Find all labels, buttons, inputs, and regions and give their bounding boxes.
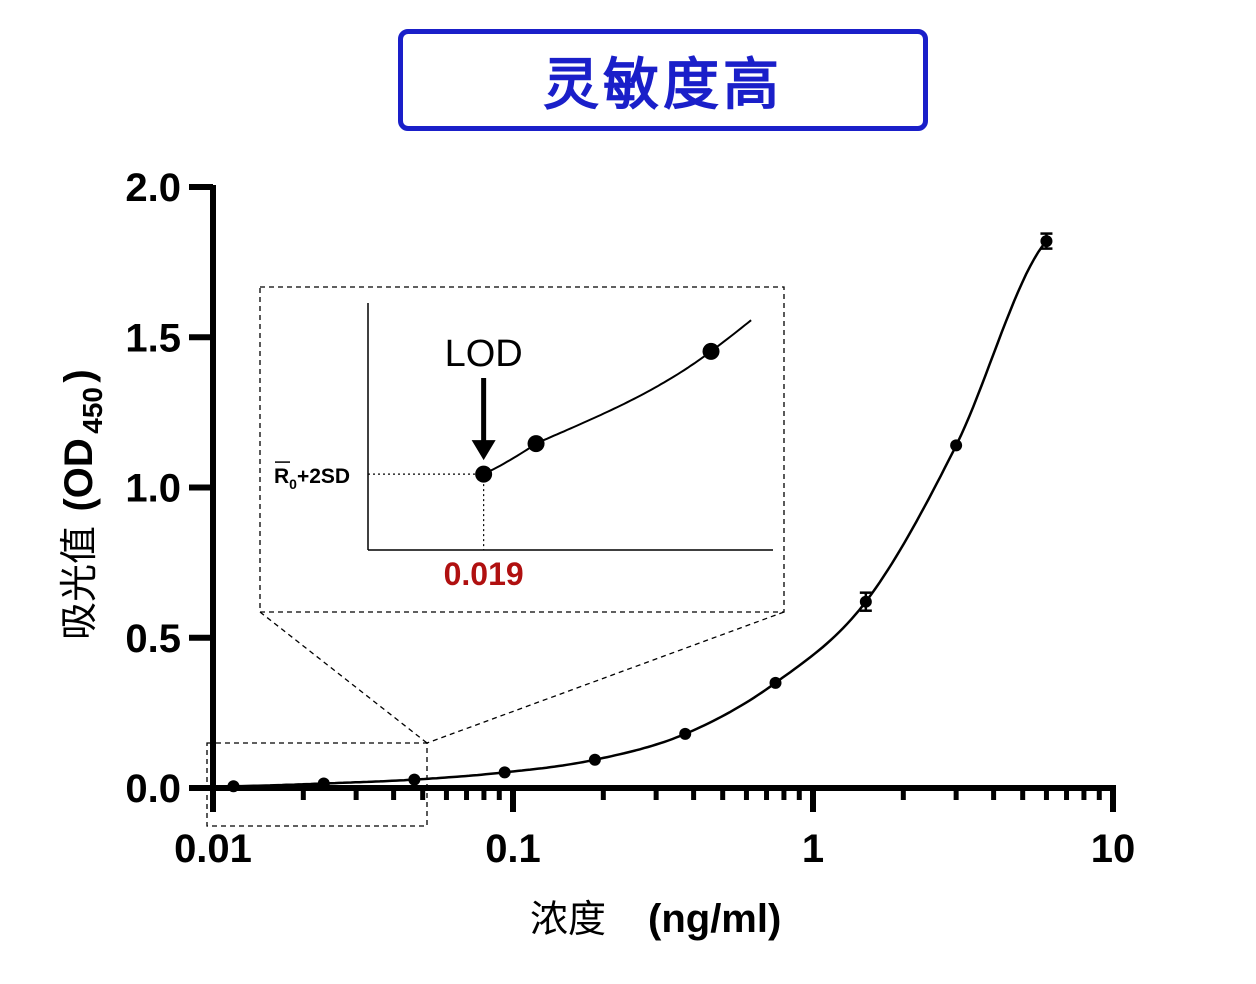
- x-tick-label: 0.01: [174, 827, 252, 871]
- data-point: [950, 439, 963, 452]
- y-axis-title-main: (OD: [57, 438, 101, 511]
- y-tick-label: 1.0: [125, 467, 181, 511]
- x-tick-label: 1: [802, 827, 824, 871]
- data-point: [408, 773, 421, 786]
- lod-label: LOD: [445, 333, 523, 375]
- y-tick-label: 2.0: [125, 166, 181, 210]
- data-point: [679, 727, 692, 740]
- y-tick-label: 0.0: [125, 767, 181, 811]
- title-box: 灵敏度高: [398, 29, 928, 131]
- threshold-label: R0+2SD: [274, 465, 350, 492]
- lod-value: 0.019: [444, 556, 524, 592]
- y-tick-label: 0.5: [125, 617, 181, 661]
- zoom-layer: [206, 286, 785, 827]
- y-axis-title-sub: 450: [77, 387, 108, 434]
- data-point: [227, 780, 240, 793]
- data-point: [498, 766, 511, 779]
- data-point: [769, 676, 782, 689]
- zoom-connector: [259, 611, 428, 744]
- curve-layer: [233, 240, 1048, 788]
- x-axis-title-unit: (ng/ml): [648, 897, 781, 941]
- y-axis-title-cn: 吸光值: [57, 526, 101, 640]
- x-tick-label: 0.1: [485, 827, 541, 871]
- lod-arrow-head: [471, 440, 496, 461]
- inset-point: [702, 342, 720, 360]
- zoom-box: [206, 742, 428, 827]
- fit-curve: [233, 240, 1048, 788]
- data-point: [317, 777, 330, 790]
- svg-text:吸光值 (OD 450: 吸光值 (OD 450 ): [57, 369, 108, 640]
- y-axis-title: 吸光值 (OD 450 ): [57, 369, 108, 640]
- chart-title: 灵敏度高: [543, 52, 783, 118]
- y-axis-title-close: ): [57, 369, 101, 382]
- inset-point: [527, 435, 545, 453]
- inset-layer: LOD 0.019 R0+2SD: [274, 303, 773, 592]
- y-tick-label: 1.5: [125, 316, 181, 360]
- points-layer: [227, 232, 1053, 793]
- data-point: [859, 595, 872, 608]
- ticks: 0.0 0.5 1.0 1.5 2.0 0.01 0.1 1 10: [125, 166, 1135, 871]
- inset-frame: [259, 286, 785, 613]
- data-point: [1040, 235, 1053, 248]
- x-tick-label: 10: [1091, 827, 1136, 871]
- x-axis-title-cn: 浓度: [530, 897, 606, 941]
- data-point: [588, 753, 601, 766]
- zoom-connector: [426, 611, 785, 744]
